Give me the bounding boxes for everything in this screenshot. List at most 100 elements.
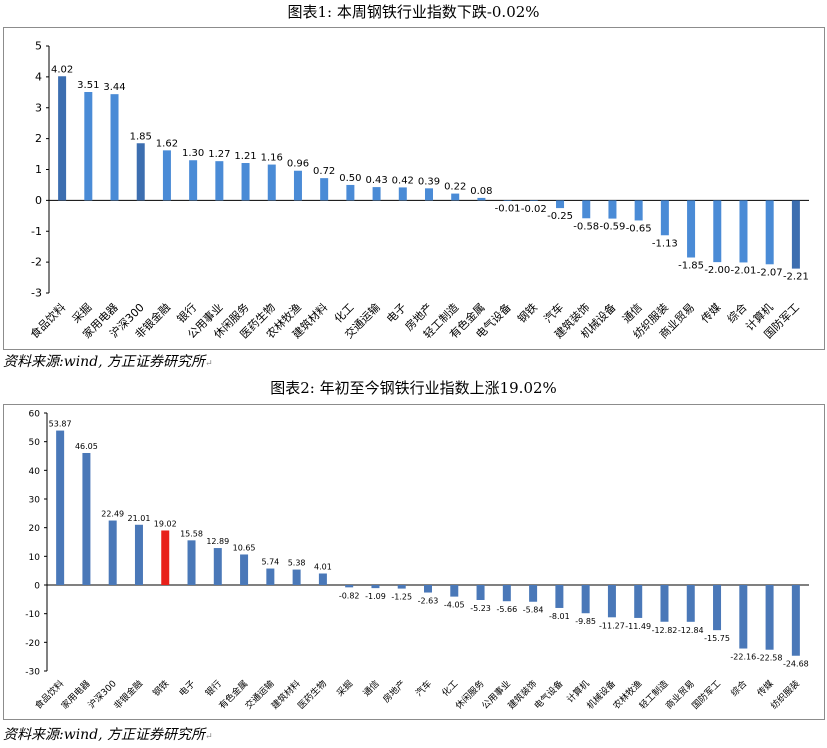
bar bbox=[292, 569, 301, 585]
bar bbox=[529, 200, 538, 201]
bar bbox=[476, 585, 485, 600]
category-label: 采掘 bbox=[334, 678, 355, 699]
y-tick-label: -20 bbox=[25, 639, 40, 649]
bar bbox=[713, 200, 722, 263]
data-label: -0.59 bbox=[600, 222, 626, 233]
data-label: -1.13 bbox=[652, 238, 678, 249]
y-tick-label: -1 bbox=[31, 225, 42, 238]
data-label: -2.07 bbox=[757, 267, 783, 278]
category-label: 化工 bbox=[439, 678, 460, 699]
bar bbox=[240, 554, 249, 585]
data-label: 15.58 bbox=[180, 529, 203, 538]
category-label: 电子 bbox=[176, 678, 197, 699]
data-label: -0.82 bbox=[339, 591, 360, 600]
data-label: -0.02 bbox=[521, 204, 547, 215]
category-label: 汽车 bbox=[413, 678, 434, 699]
bar bbox=[713, 585, 722, 631]
bar bbox=[660, 585, 669, 622]
data-label: 3.44 bbox=[103, 82, 125, 93]
data-label: 1.21 bbox=[234, 151, 256, 162]
bar bbox=[318, 573, 327, 585]
category-label: 综合 bbox=[728, 678, 749, 699]
category-label: 传媒 bbox=[754, 678, 775, 699]
data-label: -2.21 bbox=[783, 272, 809, 283]
data-label: -22.16 bbox=[730, 653, 756, 662]
data-label: 22.49 bbox=[101, 510, 124, 519]
bar bbox=[136, 143, 145, 201]
data-label: -0.65 bbox=[626, 223, 652, 234]
bar bbox=[187, 540, 196, 585]
bar bbox=[320, 178, 329, 201]
data-label: 12.89 bbox=[206, 537, 229, 546]
bar bbox=[371, 585, 380, 589]
chart2-svg: 6050403020100-10-20-3053.87食品饮料46.05家用电器… bbox=[25, 410, 809, 712]
bar bbox=[502, 585, 511, 602]
data-label: 0.42 bbox=[392, 175, 414, 186]
bar bbox=[607, 585, 616, 618]
bar bbox=[162, 150, 171, 201]
y-tick-label: 5 bbox=[35, 40, 42, 53]
y-tick-label: -30 bbox=[25, 668, 40, 678]
bar bbox=[424, 585, 432, 593]
data-label: 1.16 bbox=[261, 153, 283, 164]
bar bbox=[267, 164, 276, 201]
bar bbox=[582, 200, 591, 219]
data-label: -1.85 bbox=[678, 260, 704, 271]
category-label: 非银金融 bbox=[111, 678, 145, 712]
y-tick-label: -2 bbox=[31, 256, 42, 269]
bar bbox=[397, 585, 406, 589]
data-label: -1.09 bbox=[365, 592, 386, 601]
bar bbox=[634, 585, 643, 618]
category-label: 家用电器 bbox=[59, 678, 93, 712]
category-label: 银行 bbox=[203, 678, 224, 699]
bar bbox=[451, 193, 460, 201]
data-label: -5.66 bbox=[496, 605, 517, 614]
data-label: 0.22 bbox=[444, 182, 466, 193]
data-label: 1.85 bbox=[130, 131, 152, 142]
return-mark: ↵ bbox=[205, 359, 213, 369]
data-label: -5.84 bbox=[523, 606, 544, 615]
data-label: 1.62 bbox=[156, 138, 178, 149]
category-label: 食品饮料 bbox=[27, 300, 68, 341]
bar bbox=[425, 188, 433, 201]
chart2-source: 资料来源:wind, 方正证券研究所↵ bbox=[3, 726, 213, 746]
category-label: 电气设备 bbox=[532, 678, 566, 712]
bar bbox=[556, 200, 565, 209]
bar bbox=[189, 160, 198, 201]
chart1-panel: 5 4 3 2 1 0 -1 -2 -3 4.02 食品饮料 3.51 采掘 3.44 家用电器 1.85 沪深… bbox=[3, 27, 825, 350]
bar bbox=[686, 585, 695, 622]
bar bbox=[266, 568, 275, 585]
bar bbox=[241, 163, 250, 201]
data-label: 46.05 bbox=[75, 442, 98, 451]
bar bbox=[555, 585, 564, 608]
y-tick-label: 3 bbox=[35, 101, 42, 114]
y-tick-label: 30 bbox=[29, 496, 41, 506]
data-label: -12.84 bbox=[678, 626, 704, 635]
data-label: -8.01 bbox=[549, 612, 570, 621]
data-label: -15.75 bbox=[704, 634, 730, 643]
y-tick-label: 50 bbox=[29, 438, 41, 448]
data-label: -2.00 bbox=[704, 265, 730, 276]
data-label: -11.27 bbox=[599, 621, 625, 630]
category-label: 房地产 bbox=[380, 678, 408, 706]
data-label: -0.58 bbox=[573, 221, 599, 232]
chart1-source-text: 资料来源:wind, 方正证券研究所 bbox=[3, 354, 206, 370]
data-label: -12.82 bbox=[652, 626, 678, 635]
chart2-title: 图表2: 年初至今钢铁行业指数上涨19.02% bbox=[270, 379, 557, 397]
return-mark: ↵ bbox=[205, 732, 213, 742]
bar bbox=[477, 197, 486, 201]
data-label: -22.58 bbox=[757, 654, 783, 663]
y-tick-label: 2 bbox=[35, 132, 42, 145]
category-label: 医药生物 bbox=[295, 678, 329, 712]
y-tick-label: 10 bbox=[29, 553, 41, 563]
data-label: 0.08 bbox=[470, 186, 492, 197]
data-label: 3.51 bbox=[77, 80, 99, 91]
category-label: 通信 bbox=[360, 678, 381, 699]
bar bbox=[739, 200, 748, 263]
y-tick-label: -3 bbox=[31, 287, 42, 300]
data-label: 5.38 bbox=[288, 559, 306, 568]
bar bbox=[346, 184, 355, 201]
bar bbox=[398, 187, 407, 201]
bar bbox=[82, 452, 91, 585]
y-tick-label: -10 bbox=[25, 610, 40, 620]
